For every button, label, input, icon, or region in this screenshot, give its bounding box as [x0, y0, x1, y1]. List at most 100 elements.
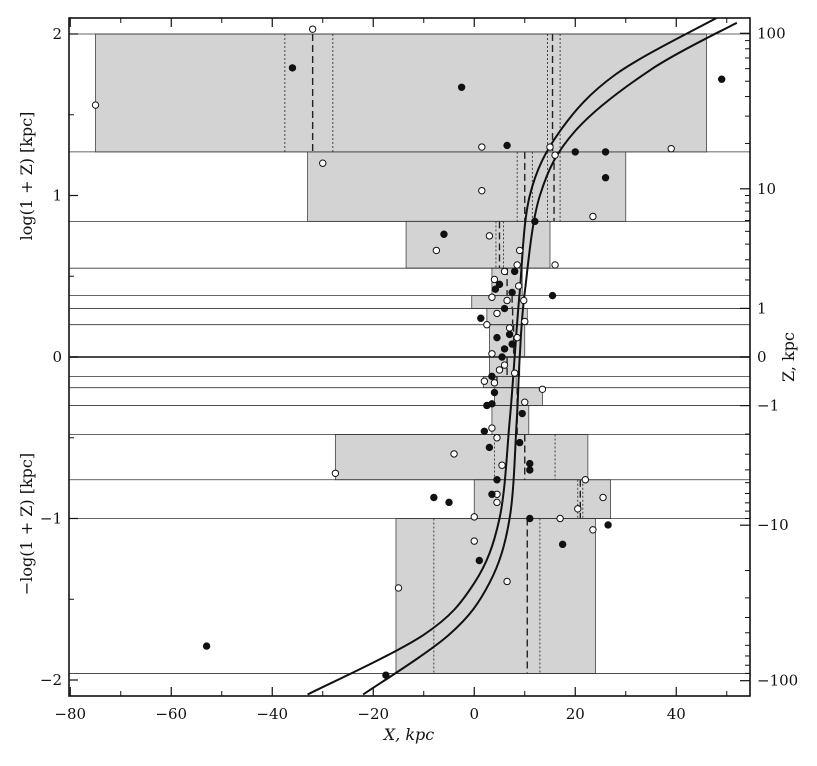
bin-rect	[95, 33, 707, 153]
y-axis-label-upper: log(1 + Z) [kpc]	[17, 112, 36, 241]
open-point	[488, 424, 496, 432]
filled-point	[498, 353, 506, 361]
filled-point	[493, 476, 501, 484]
filled-point	[288, 64, 297, 72]
filled-point	[526, 466, 534, 474]
bin-rect	[473, 479, 612, 519]
open-point	[394, 584, 403, 592]
filled-point	[571, 148, 579, 156]
bin-rect	[395, 518, 596, 674]
filled-point	[382, 671, 390, 679]
open-point	[500, 361, 509, 369]
x-axis-label: X, kpc	[382, 725, 435, 744]
filled-point	[440, 230, 448, 238]
open-point	[450, 450, 458, 458]
right-tick-label: −10	[757, 516, 789, 534]
filled-point	[558, 540, 567, 549]
filled-point	[488, 490, 496, 498]
filled-point	[488, 400, 496, 408]
filled-point	[493, 333, 501, 342]
open-point	[488, 350, 496, 358]
points-layer	[91, 25, 726, 679]
bin-rect	[307, 151, 627, 222]
layer-lines	[69, 33, 750, 674]
open-point	[319, 159, 327, 167]
open-point	[546, 143, 554, 151]
right-tick-label: 100	[757, 24, 786, 42]
right-tick-label: −1	[757, 397, 779, 415]
filled-point	[518, 409, 526, 418]
filled-point	[526, 459, 534, 468]
open-point	[581, 476, 590, 484]
bin-rect	[471, 295, 525, 309]
right-tick-label: 1	[757, 299, 767, 317]
open-point	[521, 317, 529, 326]
open-point	[331, 469, 340, 477]
open-point	[574, 505, 582, 513]
open-point	[308, 25, 317, 33]
open-point	[91, 101, 100, 109]
filled-point	[475, 556, 483, 565]
open-point	[514, 282, 523, 290]
open-point	[503, 577, 511, 586]
curve-line	[307, 18, 718, 696]
open-point	[513, 333, 521, 342]
filled-point	[718, 75, 726, 83]
filled-point	[503, 141, 511, 150]
filled-point	[508, 340, 516, 348]
open-point	[556, 514, 564, 523]
filled-point	[457, 83, 466, 91]
x-tick-label: 0	[469, 705, 479, 723]
filled-point	[488, 372, 496, 381]
filled-point	[480, 427, 489, 435]
open-point	[432, 246, 441, 255]
filled-point	[601, 148, 610, 156]
open-point	[493, 309, 501, 318]
filled-point	[508, 288, 516, 297]
y-tick-label: −1	[40, 510, 62, 528]
filled-point	[516, 438, 524, 447]
y-axis-label-lower: −log(1 + Z) [kpc]	[17, 453, 36, 595]
filled-point	[485, 443, 494, 452]
x-tick-label: −40	[256, 705, 288, 723]
open-point	[470, 513, 478, 521]
x-tick-label: 20	[566, 705, 585, 723]
open-point	[495, 366, 504, 374]
open-point	[516, 246, 524, 255]
y-tick-label: 2	[52, 25, 62, 43]
open-point	[599, 493, 607, 502]
open-point	[538, 385, 547, 393]
open-point	[478, 143, 486, 151]
x-tick-label: 40	[667, 705, 686, 723]
filled-point	[500, 345, 509, 353]
y-tick-label: 1	[52, 187, 62, 205]
open-point	[480, 377, 489, 385]
right-axis-label: Z, kpc	[779, 332, 798, 382]
filled-point	[477, 314, 485, 322]
open-point	[493, 434, 501, 442]
right-tick-label: 0	[757, 348, 767, 366]
filled-point	[202, 642, 211, 650]
open-point	[551, 261, 559, 269]
open-point	[551, 151, 559, 159]
bin-rect	[405, 220, 551, 269]
y-tick-label: 0	[52, 348, 62, 366]
filled-point	[430, 493, 438, 502]
filled-point	[500, 304, 509, 313]
bins-layer	[95, 33, 707, 674]
open-point	[488, 293, 496, 301]
open-point	[470, 537, 478, 545]
filled-point	[491, 285, 500, 293]
filled-point	[490, 388, 499, 397]
bin-rect	[482, 375, 517, 389]
bin-rect	[334, 434, 589, 481]
right-tick-label: 10	[757, 180, 776, 198]
curves-layer	[307, 18, 738, 696]
open-point	[510, 369, 519, 377]
open-point	[493, 498, 501, 507]
open-point	[490, 379, 499, 387]
filled-point	[601, 174, 610, 182]
